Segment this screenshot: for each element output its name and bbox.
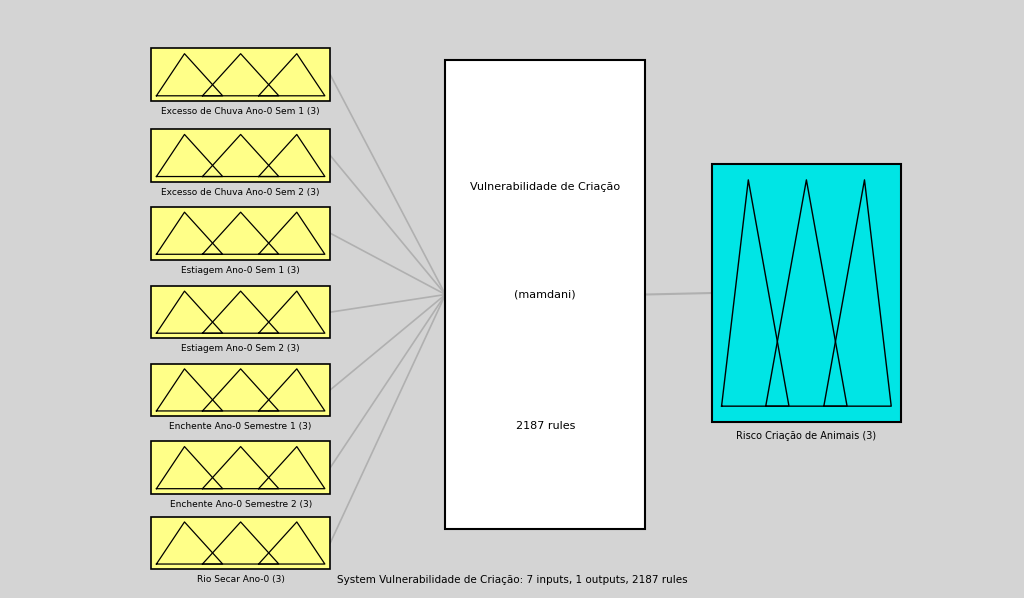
- Text: Estiagem Ano-0 Sem 1 (3): Estiagem Ano-0 Sem 1 (3): [181, 266, 300, 274]
- FancyBboxPatch shape: [152, 517, 330, 569]
- FancyBboxPatch shape: [152, 129, 330, 182]
- Text: 2187 rules: 2187 rules: [516, 421, 574, 431]
- Text: Risco Criação de Animais (3): Risco Criação de Animais (3): [736, 431, 877, 441]
- FancyBboxPatch shape: [152, 441, 330, 494]
- Text: Enchente Ano-0 Semestre 1 (3): Enchente Ano-0 Semestre 1 (3): [169, 422, 312, 431]
- Text: Vulnerabilidade de Criação: Vulnerabilidade de Criação: [470, 182, 621, 191]
- Text: Rio Secar Ano-0 (3): Rio Secar Ano-0 (3): [197, 575, 285, 584]
- FancyBboxPatch shape: [712, 164, 901, 422]
- FancyBboxPatch shape: [445, 60, 645, 529]
- Text: Excesso de Chuva Ano-0 Sem 2 (3): Excesso de Chuva Ano-0 Sem 2 (3): [162, 188, 319, 197]
- Text: Excesso de Chuva Ano-0 Sem 1 (3): Excesso de Chuva Ano-0 Sem 1 (3): [162, 107, 319, 116]
- Text: System Vulnerabilidade de Criação: 7 inputs, 1 outputs, 2187 rules: System Vulnerabilidade de Criação: 7 inp…: [337, 575, 687, 585]
- Text: Enchente Ano-0 Semestre 2 (3): Enchente Ano-0 Semestre 2 (3): [170, 500, 311, 509]
- Text: (mamdani): (mamdani): [514, 289, 577, 300]
- FancyBboxPatch shape: [152, 286, 330, 338]
- FancyBboxPatch shape: [152, 48, 330, 101]
- FancyBboxPatch shape: [152, 364, 330, 416]
- FancyBboxPatch shape: [152, 207, 330, 260]
- Text: Estiagem Ano-0 Sem 2 (3): Estiagem Ano-0 Sem 2 (3): [181, 344, 300, 353]
